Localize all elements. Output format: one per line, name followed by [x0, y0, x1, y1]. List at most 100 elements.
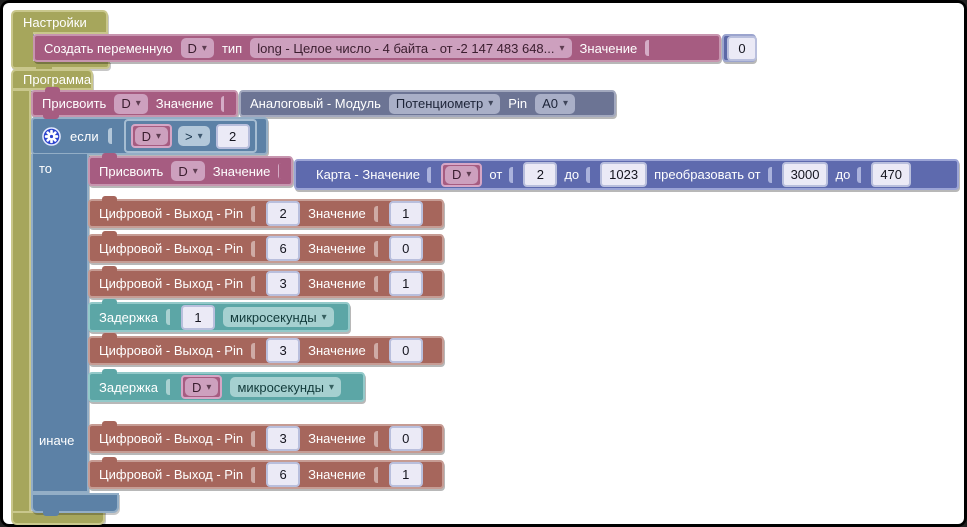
number-block[interactable]: 2 [215, 123, 250, 149]
digital-write-block[interactable]: Цифровой - Выход - Pin 3 Значение 0 [88, 421, 444, 453]
digital-write-block[interactable]: Цифровой - Выход - Pin 6 Значение 1 [88, 457, 444, 489]
if-block-header[interactable]: если D ▾ > ▾ 2 [31, 117, 268, 155]
settings-block-foot[interactable] [11, 61, 110, 69]
module-dropdown[interactable]: Потенциометр ▾ [388, 93, 501, 114]
if-block-foot[interactable] [31, 493, 119, 513]
value-field[interactable]: 1 [388, 271, 423, 296]
analog-pin-dropdown[interactable]: A0 ▾ [535, 93, 576, 114]
chevron-down-icon: ▾ [155, 130, 161, 142]
digital-write-block[interactable]: Цифровой - Выход - Pin 6 Значение 0 [88, 231, 444, 263]
assign-variable-dropdown[interactable]: D ▾ [114, 93, 148, 114]
digital-write-block[interactable]: Цифровой - Выход - Pin 3 Значение 0 [88, 333, 444, 365]
digital-label: Цифровой - Выход - Pin [99, 276, 244, 291]
value-socket [221, 95, 227, 112]
assign-label: Присвоить [99, 163, 164, 179]
value-socket [373, 275, 381, 292]
type-value: long - Целое число - 4 байта - от -2 147… [257, 40, 555, 56]
pin-field[interactable]: 3 [266, 426, 301, 451]
chevron-down-icon: ▾ [135, 98, 141, 109]
settings-block-label: Настройки [23, 14, 87, 30]
pin-field[interactable]: 2 [266, 201, 301, 226]
analog-module-block[interactable]: Аналоговый - Модуль Потенциометр ▾ Pin A0… [239, 90, 616, 117]
variable-dropdown[interactable]: D ▾ [180, 38, 214, 58]
number-block[interactable]: 3000 [781, 162, 829, 187]
value-socket [373, 342, 381, 359]
value-label: Значение [212, 163, 271, 179]
workspace[interactable]: Настройки Создать переменную D ▾ тип long… [3, 3, 964, 525]
assign-variable-dropdown[interactable]: D ▾ [171, 161, 205, 181]
init-value-field[interactable]: 0 [727, 35, 757, 61]
value-socket [767, 166, 775, 183]
to-label: до [564, 167, 580, 182]
delay-unit-dropdown[interactable]: микросекунды ▾ [230, 377, 342, 397]
chevron-down-icon: ▾ [328, 381, 335, 393]
pin-socket [251, 275, 259, 292]
chevron-down-icon: ▾ [321, 311, 327, 323]
value-socket [166, 309, 174, 325]
digital-write-block[interactable]: Цифровой - Выход - Pin 2 Значение 1 [88, 196, 444, 228]
pin-field[interactable]: 3 [266, 338, 301, 363]
operator-dropdown[interactable]: > ▾ [178, 126, 210, 146]
from-label: от [489, 167, 503, 182]
pin-socket [251, 466, 259, 483]
program-block-spine[interactable] [11, 89, 31, 515]
type-label: тип [221, 40, 243, 56]
delay-unit: микросекунды [230, 309, 317, 325]
value-field[interactable]: 0 [388, 426, 423, 451]
assign-block-1[interactable]: Присвоить D ▾ Значение [31, 87, 238, 117]
digital-label: Цифровой - Выход - Pin [99, 343, 244, 358]
value-socket [278, 163, 282, 179]
map-block[interactable]: Карта - Значение D ▾ от 2 до 1023 преобра… [294, 159, 959, 190]
variable-dropdown[interactable]: D ▾ [134, 127, 168, 145]
variable-dropdown[interactable]: D ▾ [185, 378, 219, 396]
program-block-tab[interactable]: Программа [11, 69, 93, 90]
variable-name: D [178, 163, 188, 179]
if-keyword: если [70, 128, 99, 144]
settings-block-spine[interactable] [11, 32, 33, 63]
module-name: Потенциометр [395, 96, 484, 111]
map-label: Карта - Значение [316, 167, 420, 182]
value-label: Значение [308, 241, 366, 256]
pin-field[interactable]: 3 [266, 271, 301, 296]
init-value-block[interactable]: 0 [722, 34, 757, 62]
delay-block[interactable]: Задержка 1 микросекунды ▾ [88, 299, 350, 332]
delay-block[interactable]: Задержка D ▾ микросекунды ▾ [88, 369, 365, 402]
condition-socket [107, 128, 115, 144]
value-socket [166, 379, 174, 395]
pin-field[interactable]: 6 [266, 462, 301, 487]
value-socket [509, 166, 517, 183]
to-label: до [835, 167, 851, 182]
if-bottom-notch [43, 511, 59, 516]
analog-module-label: Аналоговый - Модуль [250, 96, 381, 111]
compare-block[interactable]: D ▾ > ▾ 2 [123, 119, 257, 153]
pin-socket [251, 430, 259, 447]
number-block[interactable]: 1023 [600, 162, 648, 187]
settings-block-tab[interactable]: Настройки [11, 10, 108, 34]
delay-unit: микросекунды [237, 379, 324, 395]
value-field[interactable]: 1 [388, 462, 423, 487]
chevron-down-icon: ▾ [201, 42, 207, 54]
delay-unit-dropdown[interactable]: микросекунды ▾ [223, 307, 334, 327]
value-field[interactable]: 0 [388, 338, 423, 363]
value-label: Значение [308, 276, 366, 291]
chevron-down-icon: ▾ [466, 169, 472, 180]
number-block[interactable]: 470 [871, 162, 912, 187]
variable-dropdown[interactable]: D ▾ [445, 165, 479, 184]
variable-block[interactable]: D ▾ [441, 162, 483, 187]
value-label: Значение [308, 467, 366, 482]
value-field[interactable]: 0 [388, 236, 423, 261]
create-variable-block[interactable]: Создать переменную D ▾ тип long - Целое ч… [33, 34, 721, 62]
number-block[interactable]: 2 [523, 162, 558, 187]
delay-value-field[interactable]: 1 [181, 304, 216, 330]
value-socket [373, 430, 381, 447]
gear-icon[interactable] [42, 126, 61, 146]
assign-block-2[interactable]: Присвоить D ▾ Значение [88, 153, 293, 186]
value-field[interactable]: 1 [388, 201, 423, 226]
digital-write-block[interactable]: Цифровой - Выход - Pin 3 Значение 1 [88, 266, 444, 298]
chevron-down-icon: ▾ [197, 130, 203, 142]
pin-field[interactable]: 6 [266, 236, 301, 261]
type-dropdown[interactable]: long - Целое число - 4 байта - от -2 147… [250, 38, 572, 58]
variable-block[interactable]: D ▾ [130, 124, 172, 148]
variable-block[interactable]: D ▾ [181, 375, 223, 399]
delay-label: Задержка [99, 309, 159, 325]
